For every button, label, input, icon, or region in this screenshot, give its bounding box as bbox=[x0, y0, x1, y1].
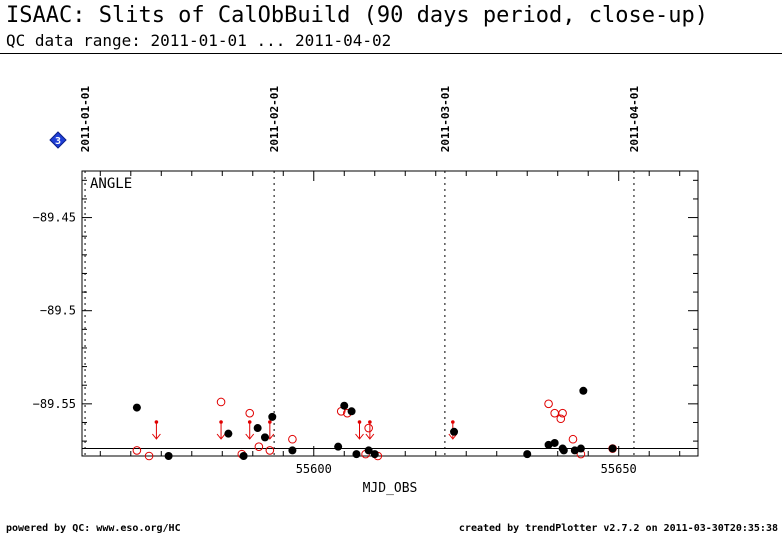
red-open-point bbox=[556, 414, 566, 424]
x-axis-label: MJD_OBS bbox=[363, 481, 418, 496]
red-open-point bbox=[216, 397, 226, 407]
footer-created-by: created by trendPlotter v2.7.2 on 2011-0… bbox=[458, 523, 778, 534]
arrow-head bbox=[245, 433, 255, 440]
red-open-point bbox=[254, 442, 264, 451]
black-point bbox=[450, 427, 459, 436]
arrow-head bbox=[448, 433, 458, 440]
red-open-point bbox=[568, 434, 578, 444]
date-markers: 2011-01-01 2011-02-01 2011-03-01 2011-04-01 bbox=[79, 86, 641, 456]
arrow-head bbox=[216, 433, 226, 440]
arrow-head bbox=[355, 433, 364, 440]
black-point bbox=[239, 452, 248, 460]
red-upper-limit-arrow bbox=[245, 420, 255, 440]
red-open-point bbox=[144, 451, 154, 461]
panel-label: ANGLE bbox=[90, 176, 132, 192]
black-point bbox=[334, 442, 343, 451]
badge-label: 3 bbox=[55, 136, 61, 147]
badge-icon[interactable]: 3 bbox=[49, 131, 67, 149]
black-point bbox=[164, 452, 173, 460]
plot-frame bbox=[81, 170, 699, 457]
black-point bbox=[570, 446, 579, 455]
black-point bbox=[576, 444, 585, 453]
black-point bbox=[608, 444, 617, 453]
black-point bbox=[224, 429, 233, 438]
black-point bbox=[364, 446, 373, 455]
black-series bbox=[132, 386, 617, 460]
red-open-point bbox=[550, 408, 559, 418]
black-point bbox=[268, 412, 277, 421]
red-upper-limit-arrow bbox=[152, 420, 161, 440]
y-tick-label: −89.55 bbox=[33, 397, 76, 411]
red-open-point bbox=[245, 408, 255, 418]
black-point bbox=[544, 440, 553, 449]
chart-title: ISAAC: Slits of CalObBuild (90 days peri… bbox=[6, 3, 708, 28]
red-open-point bbox=[364, 423, 373, 433]
black-point bbox=[579, 386, 588, 395]
black-point bbox=[523, 450, 532, 459]
footer-powered-by: powered by QC: www.eso.org/HC bbox=[6, 523, 181, 534]
red-open-point bbox=[558, 408, 567, 418]
header-divider bbox=[0, 53, 782, 54]
red-open-point bbox=[265, 446, 275, 455]
black-point bbox=[288, 446, 297, 455]
x-tick-label: 55600 bbox=[296, 462, 332, 476]
black-point bbox=[260, 433, 269, 442]
red-open-point bbox=[288, 434, 297, 444]
red-open-point bbox=[544, 399, 553, 409]
date-marker-label: 2011-01-01 bbox=[79, 86, 92, 153]
red-upper-limit-arrow bbox=[365, 420, 375, 440]
date-marker-label: 2011-03-01 bbox=[439, 86, 452, 153]
black-point bbox=[370, 450, 379, 459]
black-point bbox=[132, 403, 141, 412]
x-tick-label: 55650 bbox=[601, 462, 637, 476]
date-marker-label: 2011-04-01 bbox=[628, 86, 641, 153]
y-tick-label: −89.5 bbox=[40, 304, 76, 318]
red-open-point bbox=[132, 446, 142, 455]
black-point bbox=[253, 424, 262, 433]
date-marker-label: 2011-02-01 bbox=[268, 86, 281, 153]
arrow-head bbox=[152, 433, 161, 440]
x-axis-ticks: 55600 55650 bbox=[99, 171, 681, 476]
y-tick-label: −89.45 bbox=[33, 211, 76, 225]
red-upper-limit-arrow bbox=[355, 420, 364, 440]
y-axis-ticks: −89.45 −89.5 −89.55 bbox=[33, 179, 698, 442]
black-point bbox=[352, 450, 361, 459]
chart-subtitle: QC data range: 2011-01-01 ... 2011-04-02 bbox=[6, 31, 392, 50]
red-upper-limit-arrow bbox=[216, 420, 226, 440]
black-point bbox=[550, 438, 559, 447]
black-point bbox=[347, 407, 356, 416]
black-point bbox=[340, 401, 349, 410]
arrow-head bbox=[365, 433, 375, 440]
black-point bbox=[559, 446, 568, 455]
